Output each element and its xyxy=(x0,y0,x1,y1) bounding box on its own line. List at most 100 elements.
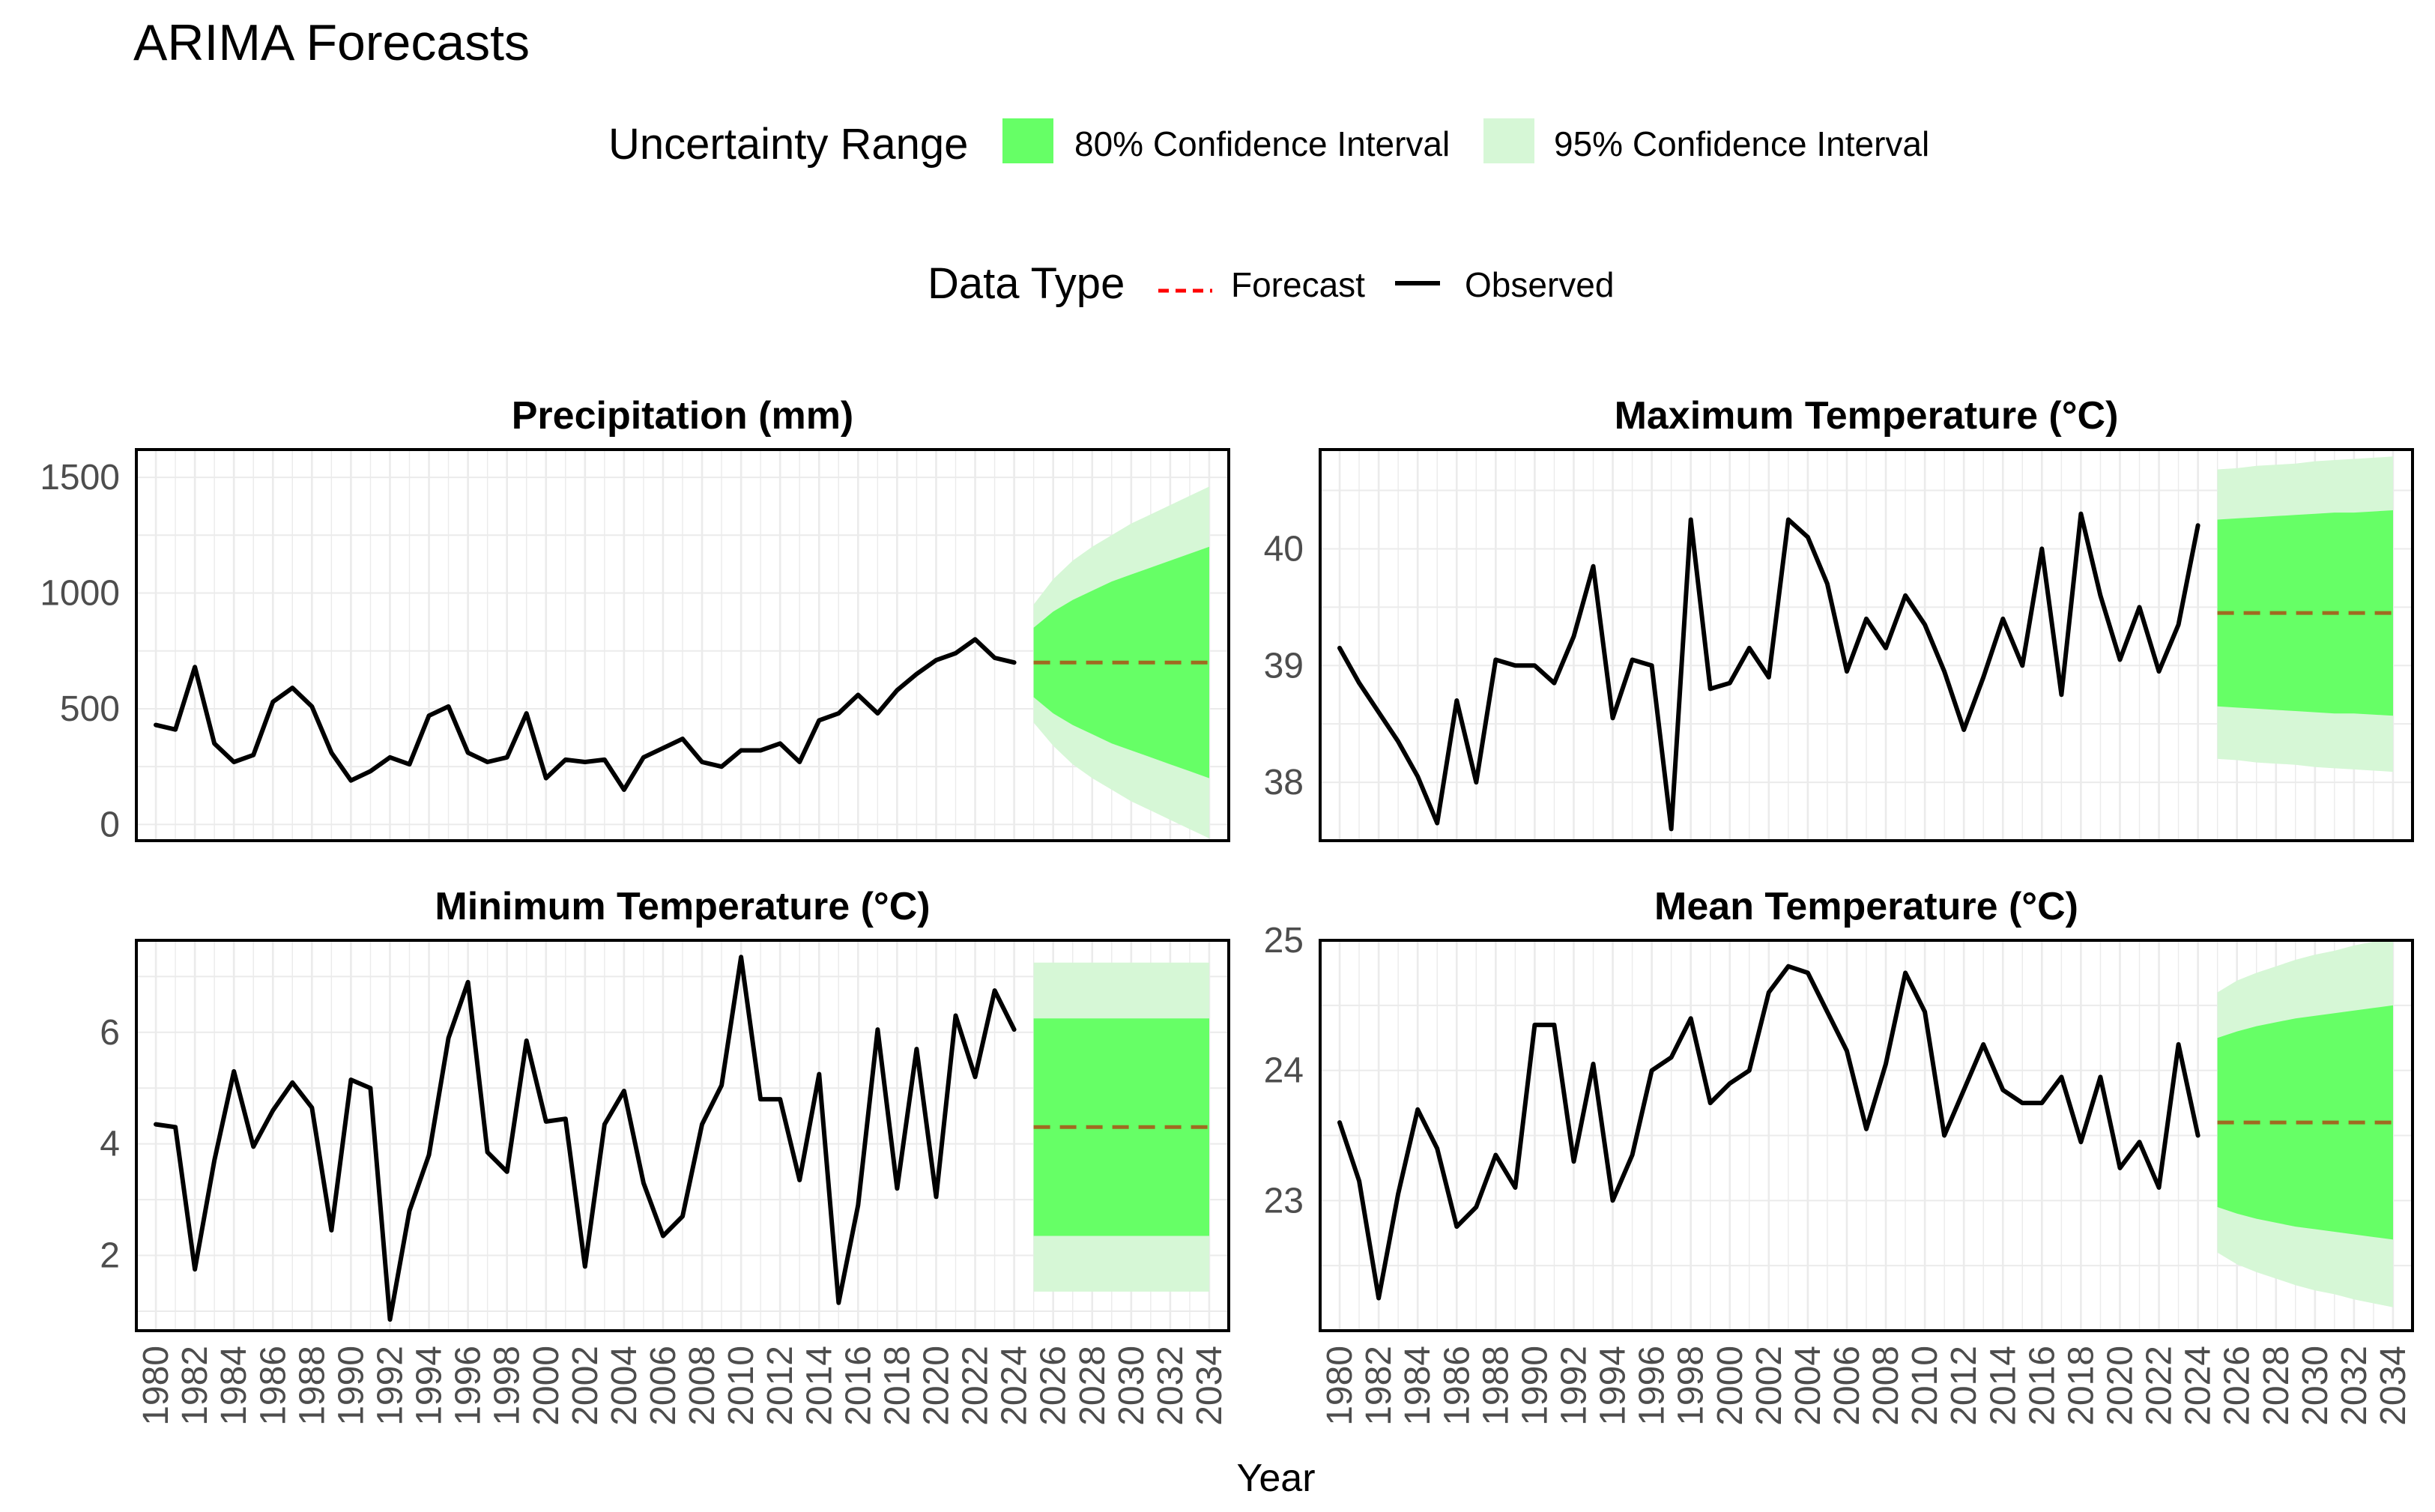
x-tick-label: 2028 xyxy=(1073,1346,1113,1426)
legend-ci95-label: 95% Confidence Interval xyxy=(1554,124,1929,163)
x-tick-label: 2012 xyxy=(760,1346,800,1426)
x-tick-label: 1988 xyxy=(292,1346,332,1426)
x-tick-label: 1990 xyxy=(1515,1346,1555,1426)
y-tick-label: 23 xyxy=(1264,1181,1304,1221)
x-tick-label: 2020 xyxy=(916,1346,956,1426)
panel-title: Mean Temperature (°C) xyxy=(1654,885,2078,928)
x-tick-label: 2018 xyxy=(2061,1346,2101,1426)
x-tick-label: 2024 xyxy=(995,1346,1035,1426)
panel-title: Precipitation (mm) xyxy=(512,394,854,438)
legend-data-type: Data Type Forecast Observed xyxy=(928,259,1614,308)
x-axis-label: Year xyxy=(1236,1457,1315,1500)
x-tick-label: 2000 xyxy=(527,1346,566,1426)
panel-0: Precipitation (mm) 0 500 1000 1500 xyxy=(40,394,1230,844)
x-tick-label: 2002 xyxy=(566,1346,605,1426)
x-tick-label: 1988 xyxy=(1476,1346,1516,1426)
legend-forecast-label: Forecast xyxy=(1231,265,1365,304)
x-tick-label: 2030 xyxy=(2296,1346,2335,1426)
x-tick-label: 1992 xyxy=(1554,1346,1594,1426)
x-tick-label: 1980 xyxy=(1320,1346,1360,1426)
x-tick-label: 2022 xyxy=(2140,1346,2180,1426)
panel-title: Minimum Temperature (°C) xyxy=(435,885,930,928)
chart-title: ARIMA Forecasts xyxy=(133,14,530,71)
x-tick-label: 2006 xyxy=(1827,1346,1867,1426)
panel-border xyxy=(135,939,1230,1332)
x-tick-label: 2002 xyxy=(1749,1346,1789,1426)
x-tick-label: 2016 xyxy=(838,1346,878,1426)
x-tick-label: 2022 xyxy=(956,1346,996,1426)
y-tick-label: 2 xyxy=(100,1236,120,1276)
panel-plot-area xyxy=(154,486,1209,838)
legend-uncertainty-title: Uncertainty Range xyxy=(608,120,968,169)
panel-plot-area xyxy=(154,955,1209,1322)
x-tick-label: 2030 xyxy=(1112,1346,1152,1426)
legend-ci80-swatch xyxy=(1002,118,1053,163)
x-tick-label: 2008 xyxy=(1866,1346,1906,1426)
y-tick-label: 0 xyxy=(100,805,120,844)
legend-ci95-swatch xyxy=(1483,118,1534,163)
legend-uncertainty: Uncertainty Range 80% Confidence Interva… xyxy=(608,118,1929,169)
panel-border xyxy=(135,448,1230,842)
panel-border xyxy=(1319,939,2414,1332)
x-tick-label: 1996 xyxy=(449,1346,488,1426)
observed-line xyxy=(154,955,1017,1322)
x-tick-label: 2006 xyxy=(644,1346,683,1426)
x-tick-label: 2032 xyxy=(1151,1346,1191,1426)
x-tick-label: 2026 xyxy=(1034,1346,1074,1426)
x-tick-label: 2032 xyxy=(2335,1346,2374,1426)
y-tick-label: 25 xyxy=(1264,921,1304,961)
x-tick-label: 1984 xyxy=(1398,1346,1438,1426)
x-tick-label: 1982 xyxy=(1359,1346,1399,1426)
legend-ci80-label: 80% Confidence Interval xyxy=(1074,124,1450,163)
panel-border xyxy=(1319,448,2414,842)
y-tick-label: 1000 xyxy=(40,574,120,614)
facet-panels: Precipitation (mm) 0 500 1000 1500 Maximum Te… xyxy=(40,394,2414,1426)
panel-1: Maximum Temperature (°C) 38 39 40 xyxy=(1264,394,2414,842)
x-tick-label: 1980 xyxy=(136,1346,176,1426)
y-tick-label: 24 xyxy=(1264,1051,1304,1091)
x-tick-label: 1986 xyxy=(1437,1346,1477,1426)
x-tick-label: 2028 xyxy=(2257,1346,2296,1426)
panel-grid xyxy=(136,450,1229,841)
y-tick-label: 1500 xyxy=(40,458,120,498)
x-tick-label: 1994 xyxy=(410,1346,450,1426)
y-tick-label: 6 xyxy=(100,1013,120,1053)
x-tick-label: 2012 xyxy=(1944,1346,1984,1426)
y-tick-label: 39 xyxy=(1264,646,1304,686)
x-tick-label: 2014 xyxy=(1983,1346,2023,1426)
x-tick-label: 2024 xyxy=(2179,1346,2218,1426)
observed-line xyxy=(154,637,1017,792)
y-tick-label: 38 xyxy=(1264,763,1304,802)
x-tick-label: 1998 xyxy=(1672,1346,1711,1426)
x-tick-label: 1984 xyxy=(214,1346,254,1426)
y-tick-label: 500 xyxy=(60,689,120,729)
observed-line xyxy=(1337,511,2200,832)
x-tick-label: 2000 xyxy=(1710,1346,1750,1426)
x-tick-label: 2020 xyxy=(2100,1346,2140,1426)
x-tick-label: 2004 xyxy=(1788,1346,1828,1426)
x-tick-label: 1994 xyxy=(1594,1346,1633,1426)
x-tick-label: 2008 xyxy=(683,1346,722,1426)
x-tick-label: 1982 xyxy=(175,1346,215,1426)
x-tick-label: 2016 xyxy=(2022,1346,2062,1426)
x-tick-label: 2010 xyxy=(1905,1346,1945,1426)
x-tick-label: 1998 xyxy=(488,1346,527,1426)
x-tick-label: 2026 xyxy=(2218,1346,2257,1426)
panel-plot-area xyxy=(1337,940,2393,1307)
x-tick-label: 2018 xyxy=(877,1346,917,1426)
y-tick-label: 40 xyxy=(1264,529,1304,569)
x-tick-label: 2004 xyxy=(605,1346,644,1426)
x-tick-label: 1986 xyxy=(253,1346,293,1426)
x-tick-label: 1990 xyxy=(331,1346,371,1426)
panel-plot-area xyxy=(1337,456,2393,832)
legend-observed-label: Observed xyxy=(1465,265,1614,304)
y-tick-label: 4 xyxy=(100,1125,120,1164)
legend-data-type-title: Data Type xyxy=(928,259,1125,308)
x-tick-label: 2010 xyxy=(722,1346,761,1426)
x-tick-label: 2034 xyxy=(1190,1346,1229,1426)
x-tick-label: 2014 xyxy=(799,1346,839,1426)
x-tick-label: 1996 xyxy=(1633,1346,1672,1426)
